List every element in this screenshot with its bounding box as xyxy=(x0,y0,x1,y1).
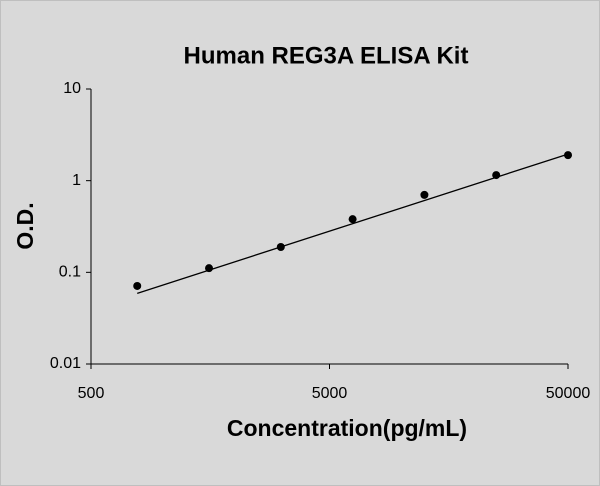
x-tick-label: 500 xyxy=(78,385,105,402)
point xyxy=(420,190,429,199)
point xyxy=(133,281,142,290)
y-tick-label: 0.01 xyxy=(50,355,81,372)
point xyxy=(564,151,572,160)
y-tick-label: 0.1 xyxy=(59,264,81,281)
y-axis-label: O.D. xyxy=(12,202,38,249)
x-tick-label: 50000 xyxy=(546,385,591,402)
point xyxy=(205,264,214,273)
point xyxy=(348,215,357,224)
y-tick-label: 10 xyxy=(63,80,81,97)
x-tick-label: 5000 xyxy=(312,385,348,402)
point xyxy=(276,242,285,251)
point xyxy=(492,171,501,180)
chart-title: Human REG3A ELISA Kit xyxy=(184,42,469,69)
y-tick-label: 1 xyxy=(72,172,81,189)
x-axis-label: Concentration(pg/mL) xyxy=(227,415,467,441)
